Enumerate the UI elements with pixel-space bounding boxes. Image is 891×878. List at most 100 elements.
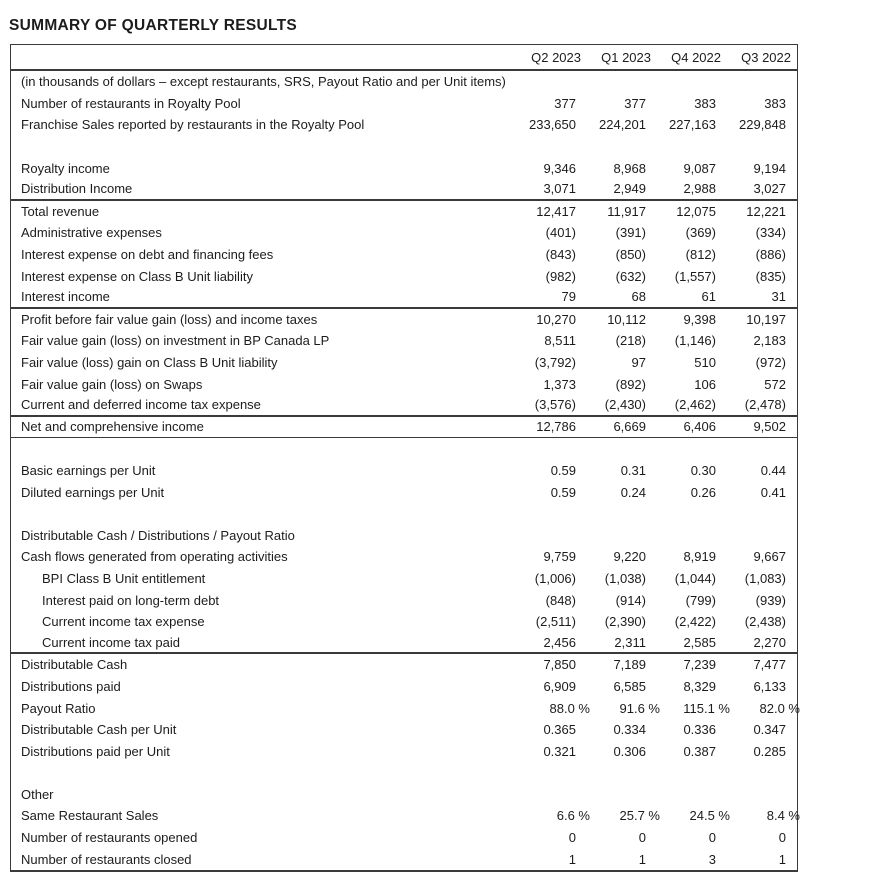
cell-value: 11,917 [607,203,646,219]
blank-row [11,438,797,460]
cell-value: 31 [771,289,786,305]
cell-value: 1 [778,851,786,867]
cell-value: (1,006) [534,570,576,586]
cell-value: 3,071 [543,181,576,197]
table-row: Total revenue 12,417 11,917 12,075 12,221 [11,201,797,223]
cell-value: (812) [685,247,716,263]
page-title: SUMMARY OF QUARTERLY RESULTS [9,17,297,35]
row-label: Current income tax paid [42,634,181,650]
cell-value: 6,406 [683,419,716,435]
row-label: Other [21,786,54,802]
cell-value: 0 [778,830,786,846]
blank-row [11,762,797,784]
cell-value: 91.6 % [619,700,660,716]
cell-value: (982) [545,268,576,284]
cell-value: 227,163 [669,117,716,133]
cell-value: 8,919 [683,549,716,565]
row-label: Payout Ratio [21,700,96,716]
row-label: BPI Class B Unit entitlement [42,570,206,586]
row-label: Royalty income [21,160,110,176]
cell-value: 0.365 [543,722,576,738]
row-label: Distributable Cash / Distributions / Pay… [21,527,295,543]
row-label: Basic earnings per Unit [21,462,156,478]
table-row: Interest income 79 68 61 31 [11,287,797,309]
cell-value: 3,027 [753,181,786,197]
cell-value: 3 [708,851,716,867]
cell-value: (401) [545,225,576,241]
cell-value: 6,133 [753,678,786,694]
cell-value: (886) [755,247,786,263]
cell-value: 12,786 [536,419,576,435]
cell-value: 2,585 [683,634,716,650]
cell-value: 0 [638,830,646,846]
cell-value: (632) [615,268,646,284]
cell-value: 2,270 [753,634,786,650]
table-row: Profit before fair value gain (loss) and… [11,309,797,331]
row-label: Current income tax expense [42,614,205,630]
cell-value: 0.334 [613,722,646,738]
cell-value: 0.347 [753,722,786,738]
cell-value: 0.30 [690,462,716,478]
table-row: Same Restaurant Sales 6.6 % 25.7 % 24.5 % 8.… [11,805,800,827]
blank-row [11,503,797,525]
quarterly-results-table: Q2 2023 Q1 2023 Q4 2022 Q3 2022 (in thou… [10,44,800,872]
cell-value: 8,329 [683,678,716,694]
row-label: Distributable Cash per Unit [21,722,177,738]
table-row: Administrative expenses (401) (391) (369) (3… [11,222,797,244]
cell-value: 510 [694,355,716,371]
cell-value: 383 [764,95,786,111]
cell-value: (2,462) [674,397,716,413]
table-row: Payout Ratio 88.0 % 91.6 % 115.1 % 82.0 % [11,697,800,719]
row-label: Distributable Cash [21,657,128,673]
cell-value: 9,220 [613,549,646,565]
cell-value: 1,373 [543,376,576,392]
cell-value: (3,576) [534,397,576,413]
table-row: Interest expense on Class B Unit liabili… [11,265,797,287]
row-label: Profit before fair value gain (loss) and… [21,311,318,327]
cell-value: 79 [561,289,576,305]
cell-value: 6,909 [543,678,576,694]
row-label: Total revenue [21,203,100,219]
table-row: Cash flows generated from operating acti… [11,546,797,568]
cell-value: 233,650 [529,117,576,133]
table-row: Current income tax paid 2,456 2,311 2,585 2,… [11,632,797,655]
cell-value: 0.41 [760,484,786,500]
cell-value: 0 [708,830,716,846]
table-row: Distributions paid 6,909 6,585 8,329 6,133 [11,676,797,698]
cell-value: 224,201 [599,117,646,133]
table-row: Basic earnings per Unit 0.59 0.31 0.30 0.44 [11,460,797,482]
cell-value: 6.6 % [556,808,590,824]
cell-value: 82.0 % [759,700,800,716]
cell-value: (369) [685,225,716,241]
table-row: Diluted earnings per Unit 0.59 0.24 0.26 0.4… [11,481,797,503]
cell-value: 10,112 [607,311,646,327]
row-label: Interest expense on debt and financing f… [21,247,274,263]
cell-value: 10,197 [746,311,786,327]
cell-value: 106 [694,376,716,392]
cell-value: (914) [615,592,646,608]
section-header-row: Other [11,784,797,806]
cell-value: 2,311 [614,634,646,650]
cell-value: 9,667 [753,549,786,565]
cell-value: (850) [615,247,646,263]
row-label: Interest income [21,289,110,305]
cell-value: 88.0 % [549,700,590,716]
cell-value: 12,221 [746,203,786,219]
row-label: Net and comprehensive income [21,419,204,435]
cell-value: 61 [701,289,716,305]
cell-value: (2,478) [744,397,786,413]
cell-value: 0 [568,830,576,846]
row-label: Number of restaurants closed [21,851,192,867]
table-row: Fair value gain (loss) on Swaps 1,373 (892… [11,373,797,395]
table-header-row: Q2 2023 Q1 2023 Q4 2022 Q3 2022 [11,45,797,71]
table-row: Fair value (loss) gain on Class B Unit l… [11,352,797,374]
cell-value: 8,511 [544,333,576,349]
cell-value: 9,194 [753,160,786,176]
cell-value: (972) [755,355,786,371]
table-row: Fair value gain (loss) on investment in … [11,330,797,352]
cell-value: 9,087 [683,160,716,176]
cell-value: (1,146) [674,333,716,349]
row-label: Distributions paid [21,678,121,694]
cell-value: (848) [545,592,576,608]
cell-value: 10,270 [536,311,576,327]
